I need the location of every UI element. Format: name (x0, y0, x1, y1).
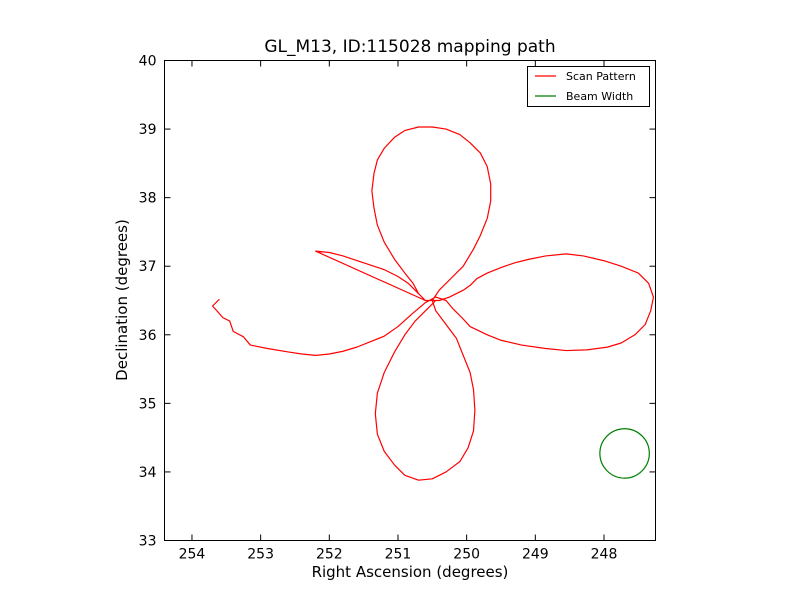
scan-pattern-line (211, 126, 655, 481)
plot-frame (164, 60, 656, 541)
chart-title: GL_M13, ID:115028 mapping path (264, 37, 555, 57)
x-tick-label: 253 (247, 547, 274, 563)
plot-content (211, 126, 655, 481)
y-tick-label: 38 (139, 191, 157, 207)
beam-width-circle (599, 428, 650, 479)
legend: Scan Pattern Beam Width (527, 66, 650, 107)
x-axis-ticks: 254 253 252 251 250 249 248 (179, 60, 618, 563)
y-tick-label: 33 (139, 534, 157, 550)
y-tick-label: 36 (139, 328, 157, 344)
y-tick-label: 37 (139, 259, 157, 275)
legend-box (527, 66, 650, 107)
legend-label-scan-pattern: Scan Pattern (566, 70, 636, 83)
x-tick-label: 248 (591, 547, 618, 563)
y-tick-label: 39 (139, 122, 157, 138)
y-axis-ticks: 33 34 35 36 37 38 39 40 (139, 54, 656, 550)
x-tick-label: 254 (179, 547, 206, 563)
x-axis-label: Right Ascension (degrees) (312, 563, 509, 581)
x-tick-label: 252 (316, 547, 343, 563)
x-tick-label: 251 (385, 547, 412, 563)
x-tick-label: 250 (453, 547, 480, 563)
y-tick-label: 34 (139, 465, 157, 481)
y-tick-label: 40 (139, 54, 157, 70)
y-tick-label: 35 (139, 396, 157, 412)
y-axis-label: Declination (degrees) (113, 219, 131, 381)
legend-label-beam-width: Beam Width (566, 90, 633, 103)
x-tick-label: 249 (522, 547, 549, 563)
